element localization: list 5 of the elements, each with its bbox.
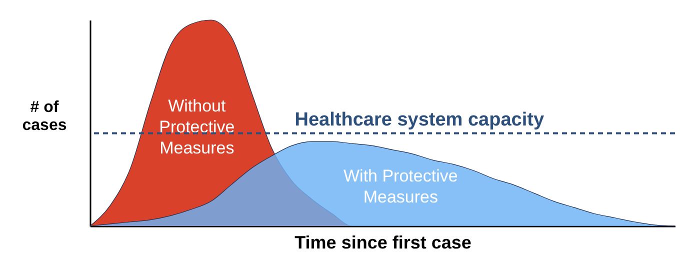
- series-label: Without Protective Measures: [159, 96, 235, 158]
- x-axis-title: Time since first case: [294, 232, 472, 252]
- ref-line-label: Healthcare system capacity: [294, 109, 544, 130]
- y-axis-title: # of cases: [22, 99, 67, 134]
- series-label: With Protective Measures: [344, 166, 458, 207]
